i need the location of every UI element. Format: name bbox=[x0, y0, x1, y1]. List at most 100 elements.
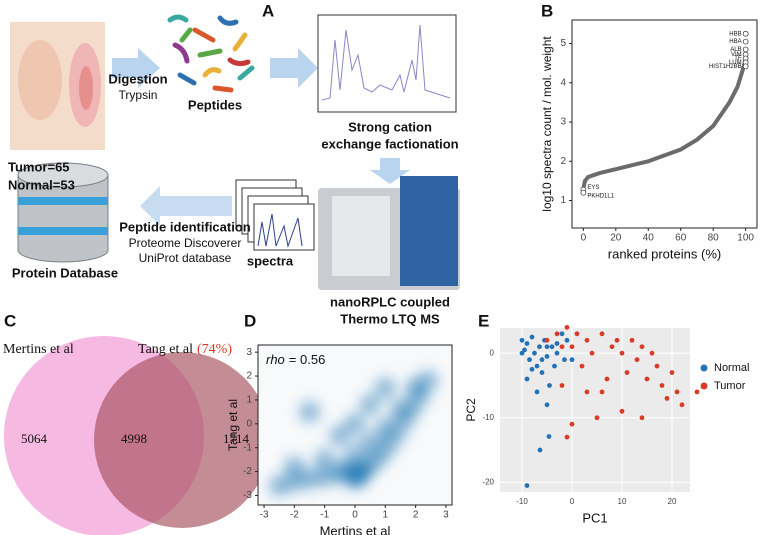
point bbox=[694, 389, 700, 395]
x-tick-label: 20 bbox=[610, 233, 622, 244]
point bbox=[639, 344, 645, 350]
annotation-label: TF bbox=[734, 56, 742, 62]
venn-label: Tang et al bbox=[138, 342, 193, 357]
legend-label: Tumor bbox=[714, 380, 746, 392]
point bbox=[609, 344, 615, 350]
x-axis-label: PC1 bbox=[582, 510, 607, 525]
x-tick-label: 80 bbox=[708, 233, 720, 244]
curve bbox=[581, 57, 748, 191]
point bbox=[544, 344, 550, 350]
point bbox=[604, 376, 610, 382]
x-tick-label: 1 bbox=[383, 510, 389, 521]
point bbox=[569, 344, 575, 350]
step-label: Proteome Discoverer bbox=[129, 236, 242, 250]
x-tick-label: -1 bbox=[320, 510, 329, 521]
point bbox=[614, 337, 620, 343]
point bbox=[679, 402, 685, 408]
x-tick-label: 60 bbox=[675, 233, 687, 244]
step-label: Protein Database bbox=[12, 265, 118, 280]
venn-label: Tang et al (74%) bbox=[138, 342, 232, 357]
panel-label: B bbox=[541, 1, 553, 20]
point bbox=[649, 350, 655, 356]
annotation-label: HIST1H2BB bbox=[709, 64, 742, 70]
y-tick-label: -1 bbox=[243, 442, 252, 453]
point bbox=[564, 324, 570, 330]
annotation-label: LUM bbox=[729, 60, 742, 66]
density-blob bbox=[374, 376, 397, 399]
step-label: spectra bbox=[247, 253, 294, 268]
point bbox=[559, 383, 565, 388]
point bbox=[584, 389, 590, 395]
annotation-label: VIM bbox=[731, 52, 742, 58]
point bbox=[674, 389, 680, 395]
step-label: exchange factionation bbox=[321, 136, 458, 151]
annotation-label: PKHD1L1 bbox=[587, 193, 614, 199]
step-label: Peptide identification bbox=[119, 219, 251, 234]
x-tick-label: 3 bbox=[443, 510, 449, 521]
point bbox=[599, 331, 605, 337]
venn-count: 1714 bbox=[223, 431, 250, 446]
density-blob bbox=[313, 448, 336, 471]
point bbox=[554, 331, 560, 337]
legend-swatch bbox=[700, 382, 708, 390]
venn-count: 4998 bbox=[121, 431, 147, 446]
step-label: Trypsin bbox=[119, 88, 158, 102]
point bbox=[619, 408, 625, 414]
point bbox=[552, 363, 557, 369]
point bbox=[534, 363, 540, 369]
legend-swatch bbox=[700, 364, 708, 372]
annotation-point bbox=[742, 38, 749, 45]
x-tick-label: 2 bbox=[413, 510, 419, 521]
sample-count: Tumor=65 bbox=[8, 159, 70, 174]
point bbox=[534, 389, 540, 395]
point bbox=[544, 354, 550, 359]
density-blob bbox=[344, 412, 366, 435]
x-tick-label: 0 bbox=[570, 497, 575, 506]
density-blob bbox=[389, 398, 412, 421]
point bbox=[522, 347, 527, 353]
y-tick-label: 3 bbox=[560, 117, 566, 128]
step-label: Thermo LTQ MS bbox=[340, 311, 440, 326]
annotation-label: ALB bbox=[730, 47, 741, 53]
annotation-point bbox=[742, 30, 749, 37]
stat-name: rho bbox=[266, 352, 285, 367]
density-blob bbox=[359, 393, 382, 416]
density-blob bbox=[404, 376, 427, 399]
point bbox=[574, 331, 580, 337]
y-axis-label: log10 spectra count / mol. weight bbox=[540, 36, 554, 212]
density-cloud bbox=[268, 369, 439, 497]
x-tick-label: 0 bbox=[581, 233, 587, 244]
point bbox=[537, 344, 542, 350]
x-tick-label: 100 bbox=[737, 233, 754, 244]
y-tick-label: 0 bbox=[490, 348, 495, 357]
point bbox=[579, 363, 585, 369]
point bbox=[569, 357, 575, 363]
panel-label: A bbox=[262, 1, 274, 20]
x-axis-label: ranked proteins (%) bbox=[608, 246, 721, 261]
y-tick-label: 5 bbox=[560, 38, 566, 49]
point bbox=[654, 363, 660, 369]
y-tick-label: -2 bbox=[243, 466, 252, 477]
point bbox=[629, 337, 635, 343]
step-label: nanoRPLC coupled bbox=[330, 294, 450, 309]
y-tick-label: 1 bbox=[560, 195, 566, 206]
y-tick-label: -3 bbox=[243, 490, 252, 501]
point bbox=[524, 376, 530, 382]
annotation-point bbox=[580, 189, 587, 196]
annotation-point bbox=[742, 63, 749, 70]
y-tick-label: -10 bbox=[482, 413, 494, 422]
annotation-point bbox=[742, 46, 749, 53]
y-tick-label: 0 bbox=[246, 418, 252, 429]
plot-area bbox=[500, 328, 690, 492]
y-tick-label: 4 bbox=[560, 77, 566, 88]
annotation-label: EYS bbox=[587, 185, 599, 191]
venn-count: 5064 bbox=[21, 431, 48, 446]
point bbox=[539, 357, 545, 363]
venn-percent: (74%) bbox=[197, 342, 232, 357]
density-blob bbox=[374, 417, 397, 440]
point bbox=[546, 434, 552, 439]
y-tick-label: 2 bbox=[246, 371, 252, 382]
point bbox=[584, 337, 590, 343]
panel-label: C bbox=[4, 311, 16, 330]
